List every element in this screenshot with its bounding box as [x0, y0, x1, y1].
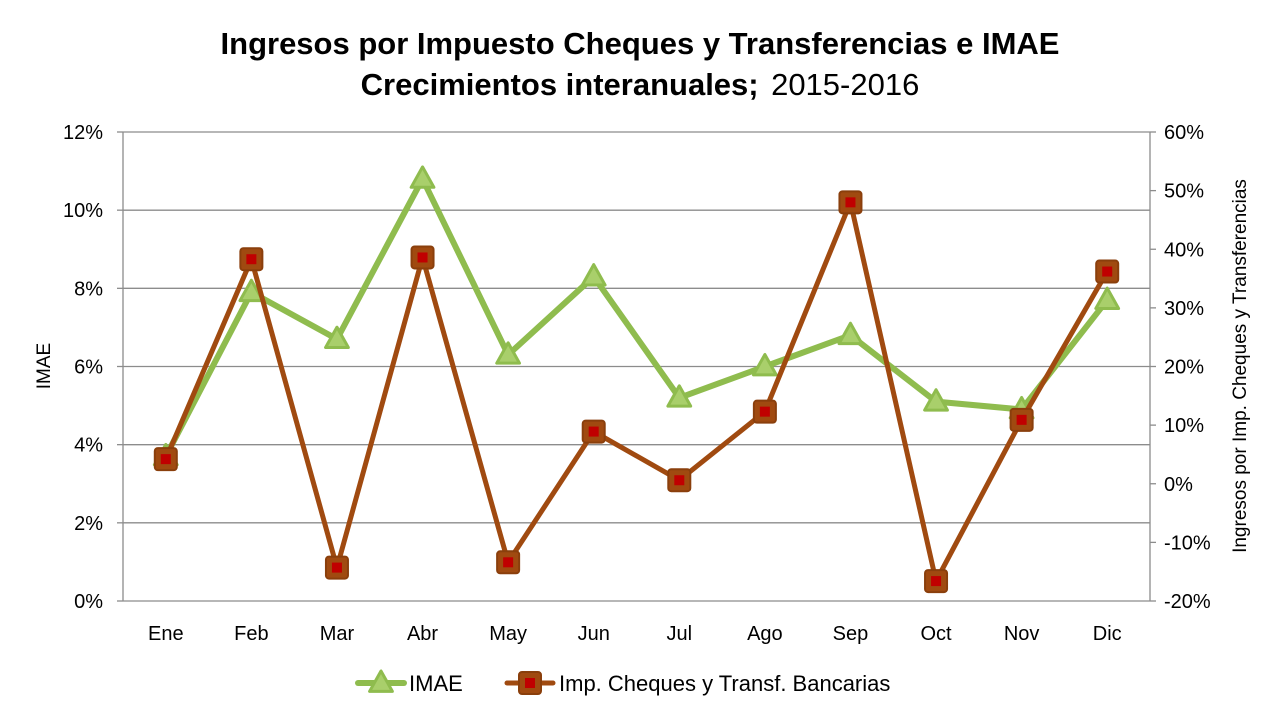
right-tick-label-6: 40%	[1164, 239, 1204, 261]
left-axis-ticks: 0% 2% 4% 6% 8% 10% 12%	[63, 122, 103, 613]
series-layer	[152, 165, 1121, 594]
axes	[117, 131, 1156, 602]
right-axis-ticks: -20% -10% 0% 10% 20% 30% 40% 50% 60%	[1164, 122, 1211, 613]
imae-point-mar	[324, 325, 350, 350]
x-tick-label-nov: Nov	[1004, 623, 1040, 645]
cheques-point-center-may	[503, 557, 514, 568]
imae-point-may	[495, 341, 522, 365]
right-tick-label-8: 60%	[1164, 122, 1204, 144]
chart-title-line-1: Ingresos por Impuesto Cheques y Transfer…	[221, 26, 1060, 61]
left-tick-label-1: 2%	[74, 513, 103, 535]
cheques-point-center-mar	[331, 562, 342, 573]
gridlines	[123, 131, 1150, 602]
series-line-1	[163, 199, 1110, 584]
right-tick-label-0: -20%	[1164, 591, 1211, 613]
imae-point-feb	[238, 278, 265, 303]
legend-cheques-label: Imp. Cheques y Transf. Bancarias	[559, 671, 890, 696]
imae-point-jun	[580, 263, 607, 287]
series-line-0	[162, 175, 1111, 460]
imae-point-dic	[1094, 286, 1121, 310]
x-tick-label-sep: Sep	[833, 623, 869, 645]
left-tick-label-6: 12%	[63, 122, 103, 144]
right-axis-title: Ingresos por Imp. Cheques y Transferenci…	[1230, 179, 1251, 553]
right-tick-label-2: 0%	[1164, 474, 1193, 496]
x-tick-label-abr: Abr	[407, 623, 438, 645]
series-cheques-transf	[153, 190, 1120, 594]
cheques-point-center-nov	[1016, 414, 1027, 425]
right-tick-label-4: 20%	[1164, 357, 1204, 379]
imae-point-ago	[751, 353, 778, 377]
imae-point-jul	[666, 384, 693, 408]
legend-imae-marker	[368, 669, 394, 693]
right-tick-label-7: 50%	[1164, 181, 1204, 203]
series-imae	[152, 165, 1121, 467]
x-tick-label-jun: Jun	[578, 623, 610, 645]
x-tick-label-may: May	[489, 623, 527, 645]
imae-point-oct	[923, 388, 949, 412]
chart-title-line-2-bold: Crecimientos interanuales;	[361, 67, 759, 102]
cheques-point-center-ene	[160, 454, 171, 465]
cheques-point-center-sep	[845, 197, 856, 208]
left-tick-label-3: 6%	[74, 357, 103, 379]
right-tick-label-5: 30%	[1164, 298, 1204, 320]
x-tick-label-jul: Jul	[667, 623, 693, 645]
x-axis-ticks: Ene Feb Mar Abr May Jun Jul Ago Sep Oct Nov Dic	[148, 623, 1122, 645]
cheques-point-center-ago	[759, 406, 770, 417]
x-tick-label-oct: Oct	[920, 623, 952, 645]
cheques-point-center-jun	[588, 426, 599, 437]
legend-cheques-marker-center	[525, 678, 535, 688]
right-tick-label-3: 10%	[1164, 415, 1204, 437]
x-tick-label-ago: Ago	[747, 623, 783, 645]
chart-title-line-2-normal: 2015-2016	[771, 67, 919, 102]
legend: IMAE Imp. Cheques y Transf. Bancarias	[355, 669, 890, 696]
cheques-point-center-dic	[1102, 266, 1113, 277]
left-tick-label-2: 4%	[74, 435, 103, 457]
left-tick-label-4: 8%	[74, 278, 103, 300]
chart-title-line-2: Crecimientos interanuales; 2015-2016	[361, 67, 920, 102]
x-tick-label-dic: Dic	[1093, 623, 1122, 645]
imae-point-sep	[837, 321, 864, 346]
cheques-point-center-feb	[246, 254, 257, 265]
legend-imae-label: IMAE	[409, 671, 463, 696]
x-tick-label-feb: Feb	[234, 623, 268, 645]
left-axis-title: IMAE	[34, 343, 55, 389]
x-tick-label-ene: Ene	[148, 623, 184, 645]
right-tick-label-1: -10%	[1164, 532, 1211, 554]
cheques-point-center-jul	[674, 475, 685, 486]
left-tick-label-0: 0%	[74, 591, 103, 613]
left-tick-label-5: 10%	[63, 200, 103, 222]
cheques-point-center-abr	[417, 252, 428, 263]
x-tick-label-mar: Mar	[320, 623, 355, 645]
imae-point-abr	[409, 165, 436, 189]
cheques-point-center-oct	[931, 576, 942, 587]
